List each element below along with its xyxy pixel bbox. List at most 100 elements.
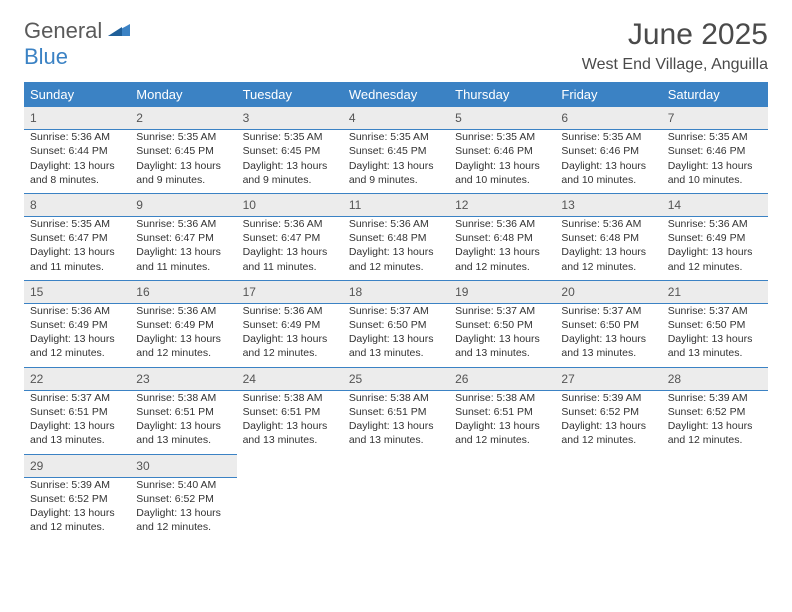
sunset-line: Sunset: 6:49 PM [30,318,124,332]
empty-cell [237,454,343,477]
sunset-line: Sunset: 6:52 PM [30,492,124,506]
daylight-line: Daylight: 13 hours and 13 minutes. [561,332,655,360]
sunrise-line: Sunrise: 5:36 AM [243,217,337,231]
title-block: June 2025 West End Village, Anguilla [582,18,768,74]
day-number: 21 [662,280,768,303]
daylight-line: Daylight: 13 hours and 13 minutes. [349,332,443,360]
day-cell: Sunrise: 5:39 AMSunset: 6:52 PMDaylight:… [662,390,768,454]
sunset-line: Sunset: 6:48 PM [455,231,549,245]
calendar-table: SundayMondayTuesdayWednesdayThursdayFrid… [24,82,768,540]
daylight-line: Daylight: 13 hours and 10 minutes. [561,159,655,187]
sunset-line: Sunset: 6:52 PM [561,405,655,419]
sunset-line: Sunset: 6:50 PM [561,318,655,332]
empty-cell [449,454,555,477]
day-cell: Sunrise: 5:35 AMSunset: 6:45 PMDaylight:… [343,130,449,194]
sunrise-line: Sunrise: 5:36 AM [136,304,230,318]
daylight-line: Daylight: 13 hours and 13 minutes. [349,419,443,447]
day-cell: Sunrise: 5:38 AMSunset: 6:51 PMDaylight:… [343,390,449,454]
empty-cell [662,454,768,477]
sunrise-line: Sunrise: 5:35 AM [136,130,230,144]
sunset-line: Sunset: 6:49 PM [243,318,337,332]
daylight-line: Daylight: 13 hours and 11 minutes. [30,245,124,273]
day-number: 2 [130,107,236,130]
daylight-line: Daylight: 13 hours and 12 minutes. [561,419,655,447]
sunrise-line: Sunrise: 5:36 AM [349,217,443,231]
day-number: 8 [24,193,130,216]
day-cell: Sunrise: 5:35 AMSunset: 6:46 PMDaylight:… [662,130,768,194]
weekday-header: Friday [555,82,661,107]
calendar-body: 1234567Sunrise: 5:36 AMSunset: 6:44 PMDa… [24,107,768,540]
day-cell: Sunrise: 5:35 AMSunset: 6:45 PMDaylight:… [130,130,236,194]
daylight-line: Daylight: 13 hours and 13 minutes. [30,419,124,447]
logo-text-2: Blue [24,44,68,69]
empty-cell [343,477,449,540]
daylight-line: Daylight: 13 hours and 12 minutes. [136,506,230,534]
daylight-line: Daylight: 13 hours and 12 minutes. [30,506,124,534]
daylight-line: Daylight: 13 hours and 12 minutes. [30,332,124,360]
day-number: 6 [555,107,661,130]
day-cell: Sunrise: 5:35 AMSunset: 6:46 PMDaylight:… [555,130,661,194]
daylight-line: Daylight: 13 hours and 12 minutes. [349,245,443,273]
sunset-line: Sunset: 6:51 PM [243,405,337,419]
day-number: 1 [24,107,130,130]
sunrise-line: Sunrise: 5:39 AM [561,391,655,405]
daylight-line: Daylight: 13 hours and 11 minutes. [243,245,337,273]
day-number: 9 [130,193,236,216]
day-number: 24 [237,367,343,390]
day-cell: Sunrise: 5:37 AMSunset: 6:50 PMDaylight:… [343,303,449,367]
sunrise-line: Sunrise: 5:38 AM [243,391,337,405]
day-cell: Sunrise: 5:36 AMSunset: 6:49 PMDaylight:… [130,303,236,367]
day-cell: Sunrise: 5:38 AMSunset: 6:51 PMDaylight:… [130,390,236,454]
day-cell: Sunrise: 5:37 AMSunset: 6:50 PMDaylight:… [555,303,661,367]
sunrise-line: Sunrise: 5:37 AM [668,304,762,318]
day-cell: Sunrise: 5:40 AMSunset: 6:52 PMDaylight:… [130,477,236,540]
day-cell: Sunrise: 5:36 AMSunset: 6:47 PMDaylight:… [130,217,236,281]
day-cell: Sunrise: 5:36 AMSunset: 6:49 PMDaylight:… [24,303,130,367]
day-cell: Sunrise: 5:35 AMSunset: 6:47 PMDaylight:… [24,217,130,281]
empty-cell [662,477,768,540]
day-cell: Sunrise: 5:37 AMSunset: 6:50 PMDaylight:… [449,303,555,367]
sunrise-line: Sunrise: 5:38 AM [455,391,549,405]
daylight-line: Daylight: 13 hours and 11 minutes. [136,245,230,273]
day-cell: Sunrise: 5:37 AMSunset: 6:51 PMDaylight:… [24,390,130,454]
day-number: 16 [130,280,236,303]
sunset-line: Sunset: 6:46 PM [455,144,549,158]
day-number: 3 [237,107,343,130]
sunset-line: Sunset: 6:48 PM [349,231,443,245]
day-cell: Sunrise: 5:36 AMSunset: 6:48 PMDaylight:… [343,217,449,281]
day-cell: Sunrise: 5:36 AMSunset: 6:47 PMDaylight:… [237,217,343,281]
sunrise-line: Sunrise: 5:37 AM [30,391,124,405]
day-number: 12 [449,193,555,216]
day-cell: Sunrise: 5:37 AMSunset: 6:50 PMDaylight:… [662,303,768,367]
header: GeneralBlue June 2025 West End Village, … [24,18,768,74]
daylight-line: Daylight: 13 hours and 10 minutes. [668,159,762,187]
sunset-line: Sunset: 6:47 PM [136,231,230,245]
sunrise-line: Sunrise: 5:38 AM [349,391,443,405]
daylight-line: Daylight: 13 hours and 13 minutes. [136,419,230,447]
daylight-line: Daylight: 13 hours and 12 minutes. [668,245,762,273]
empty-cell [449,477,555,540]
day-number: 14 [662,193,768,216]
daylight-line: Daylight: 13 hours and 12 minutes. [668,419,762,447]
logo-text-1: General [24,18,102,43]
day-number: 26 [449,367,555,390]
sunrise-line: Sunrise: 5:37 AM [349,304,443,318]
sunset-line: Sunset: 6:51 PM [136,405,230,419]
day-cell: Sunrise: 5:39 AMSunset: 6:52 PMDaylight:… [24,477,130,540]
sunrise-line: Sunrise: 5:38 AM [136,391,230,405]
page: GeneralBlue June 2025 West End Village, … [0,0,792,558]
daylight-line: Daylight: 13 hours and 12 minutes. [243,332,337,360]
day-number: 17 [237,280,343,303]
day-number: 23 [130,367,236,390]
sunset-line: Sunset: 6:44 PM [30,144,124,158]
empty-cell [343,454,449,477]
day-number: 10 [237,193,343,216]
day-cell: Sunrise: 5:35 AMSunset: 6:45 PMDaylight:… [237,130,343,194]
day-cell: Sunrise: 5:38 AMSunset: 6:51 PMDaylight:… [449,390,555,454]
sunset-line: Sunset: 6:45 PM [349,144,443,158]
sunset-line: Sunset: 6:52 PM [668,405,762,419]
sunset-line: Sunset: 6:51 PM [30,405,124,419]
day-number: 22 [24,367,130,390]
logo-triangle-icon [106,18,132,44]
logo: GeneralBlue [24,18,132,70]
